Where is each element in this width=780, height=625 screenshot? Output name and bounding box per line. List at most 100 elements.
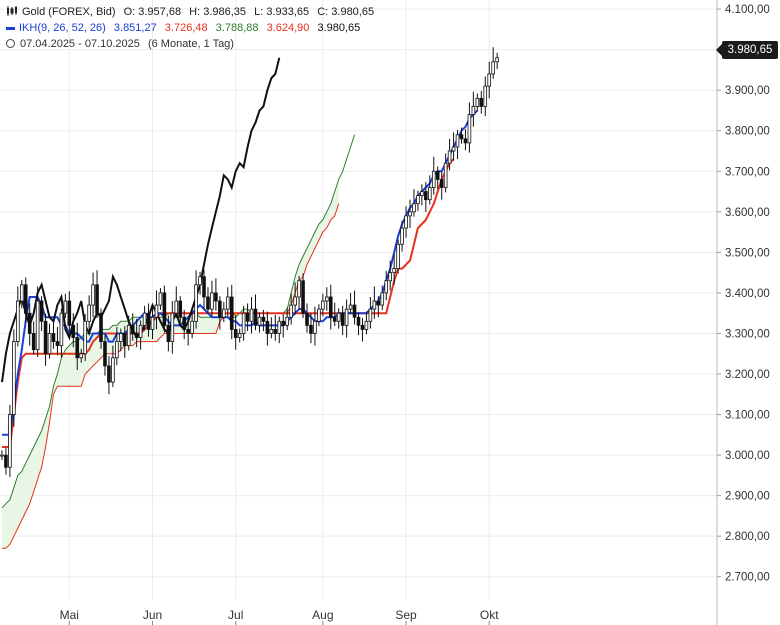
candle-body [27, 312, 32, 334]
candle-body [285, 316, 289, 326]
candle-body [233, 329, 238, 338]
candle-body [67, 300, 72, 326]
candle-body [111, 357, 115, 383]
x-axis: Mai Jun Jul Aug Sep Okt [60, 608, 499, 625]
date-range: 07.04.2025 - 07.10.2025 [20, 38, 140, 50]
candle-body [317, 308, 321, 322]
candle-body [103, 341, 107, 367]
candle-body [190, 320, 194, 334]
candle-body [368, 308, 373, 322]
candle-body [198, 276, 202, 286]
candle-body [408, 211, 412, 217]
y-tick-label: 3.100,00 [725, 410, 770, 422]
candle-body [471, 106, 476, 115]
candle-body [376, 300, 381, 306]
candle-body [154, 304, 159, 318]
y-tick-label: 4.100,00 [725, 4, 770, 16]
candle-body [170, 312, 175, 342]
cloud-fill [2, 179, 339, 549]
candle-body [51, 333, 56, 342]
chikou-value: 3.980,65 [317, 22, 361, 34]
candle-body [360, 324, 365, 330]
candle-body [356, 316, 361, 326]
candle-body [269, 329, 274, 334]
candle-body [313, 320, 317, 334]
candle-body [416, 195, 420, 205]
candle-body [206, 296, 210, 310]
y-tick-label: 3.800,00 [725, 126, 770, 138]
span-b-line [2, 203, 340, 549]
candle-body [372, 300, 377, 310]
candle-body [447, 150, 452, 164]
open-value: O: 3.957,68 [123, 6, 182, 18]
clock-icon [6, 39, 15, 48]
y-tick-label: 2.900,00 [725, 491, 770, 503]
candle-body [435, 170, 440, 180]
candle-body [321, 300, 325, 310]
candle-body [87, 304, 91, 322]
x-tick-label: Aug [312, 608, 333, 622]
candle-body [400, 227, 404, 245]
y-tick-label: 3.700,00 [725, 166, 770, 178]
candle-body [43, 320, 48, 355]
candle-body [328, 296, 333, 318]
y-tick-label: 2.800,00 [725, 531, 770, 543]
candle-body [47, 333, 52, 355]
candle-body [4, 454, 8, 468]
candle-body [364, 320, 369, 330]
y-tick-label: 2.700,00 [725, 572, 770, 584]
span-b-value: 3.624,90 [266, 22, 310, 34]
candle-body [388, 272, 392, 282]
candle-body [138, 324, 143, 338]
candle-body [459, 134, 464, 140]
candle-body [194, 284, 198, 322]
candle-body [253, 308, 258, 326]
y-tick-label: 3.300,00 [725, 328, 770, 340]
candle-body [297, 280, 301, 298]
candle-body [463, 138, 468, 144]
candle-body [39, 300, 44, 322]
candle-body [348, 304, 353, 310]
indicator-row: IKH(9, 26, 52, 26) 3.851,27 3.726,48 3.7… [6, 20, 365, 36]
candle-body [475, 97, 480, 107]
candle-body [352, 304, 357, 318]
candle-body [424, 191, 428, 201]
indicator-name: IKH(9, 26, 52, 26) [19, 22, 106, 34]
indicator-swatch [6, 26, 15, 30]
candle-body [483, 85, 488, 107]
close-value: C: 3.980,65 [317, 6, 375, 18]
x-tick-label: Sep [395, 608, 417, 622]
candle-body [451, 146, 456, 152]
span-a-value: 3.788,88 [215, 22, 259, 34]
candle-body [491, 61, 495, 75]
candle-body [23, 284, 28, 314]
period-label: (6 Monate, 1 Tag) [147, 38, 234, 50]
y-tick-label: 3.900,00 [725, 85, 770, 97]
candle-body [293, 296, 297, 306]
y-tick-label: 3.500,00 [725, 247, 770, 259]
x-tick-label: Jul [228, 608, 243, 622]
candle-body [281, 320, 286, 326]
candle-body [412, 203, 416, 213]
candle-body [0, 454, 4, 457]
candlestick-icon [7, 6, 17, 16]
candle-body [12, 341, 16, 415]
candle-body [202, 276, 206, 298]
candle-body [210, 292, 214, 310]
candle-body [182, 316, 187, 330]
candle-body [431, 170, 436, 188]
tenkan-line [2, 109, 479, 436]
candle-body [241, 312, 246, 334]
candle-body [479, 97, 484, 107]
last-price-tag: 3.980,65 [716, 41, 778, 59]
candle-body [91, 284, 95, 306]
candle-body [420, 191, 424, 197]
candles [0, 47, 499, 477]
candle-body [277, 320, 282, 334]
y-tick-label: 3.400,00 [725, 288, 770, 300]
high-value: H: 3.986,35 [189, 6, 247, 18]
candle-body [134, 333, 139, 338]
candle-body [222, 308, 226, 318]
candle-body [119, 333, 123, 342]
candle-body [487, 73, 492, 87]
